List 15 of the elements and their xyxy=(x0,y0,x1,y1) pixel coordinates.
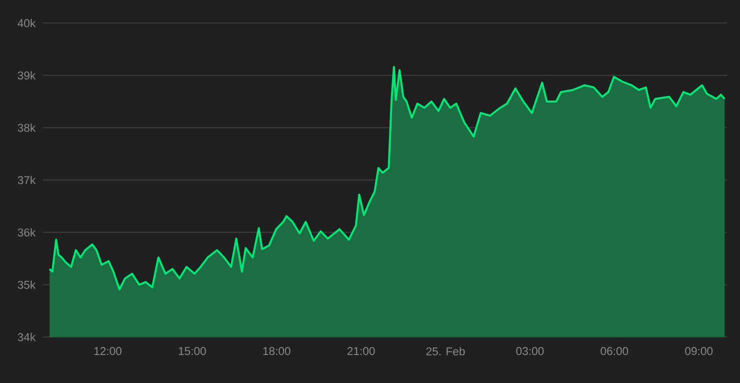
x-tick-label: 12:00 xyxy=(94,347,122,356)
x-tick-label: 06:00 xyxy=(600,347,628,356)
x-tick-label: 21:00 xyxy=(347,347,375,356)
x-tick-label: 09:00 xyxy=(685,347,713,356)
y-tick-label: 35k xyxy=(18,280,36,289)
y-tick-label: 34k xyxy=(18,332,36,342)
x-tick-label: 25. Feb xyxy=(426,347,465,356)
y-tick-label: 40k xyxy=(18,18,36,28)
y-tick-label: 37k xyxy=(18,176,36,184)
y-tick-label: 38k xyxy=(18,124,36,132)
x-tick-label: 03:00 xyxy=(516,347,544,356)
x-tick-label: 18:00 xyxy=(263,347,290,356)
y-tick-label: 36k xyxy=(18,228,36,236)
x-tick-label: 15:00 xyxy=(178,347,206,356)
y-tick-label: 39k xyxy=(18,71,36,80)
